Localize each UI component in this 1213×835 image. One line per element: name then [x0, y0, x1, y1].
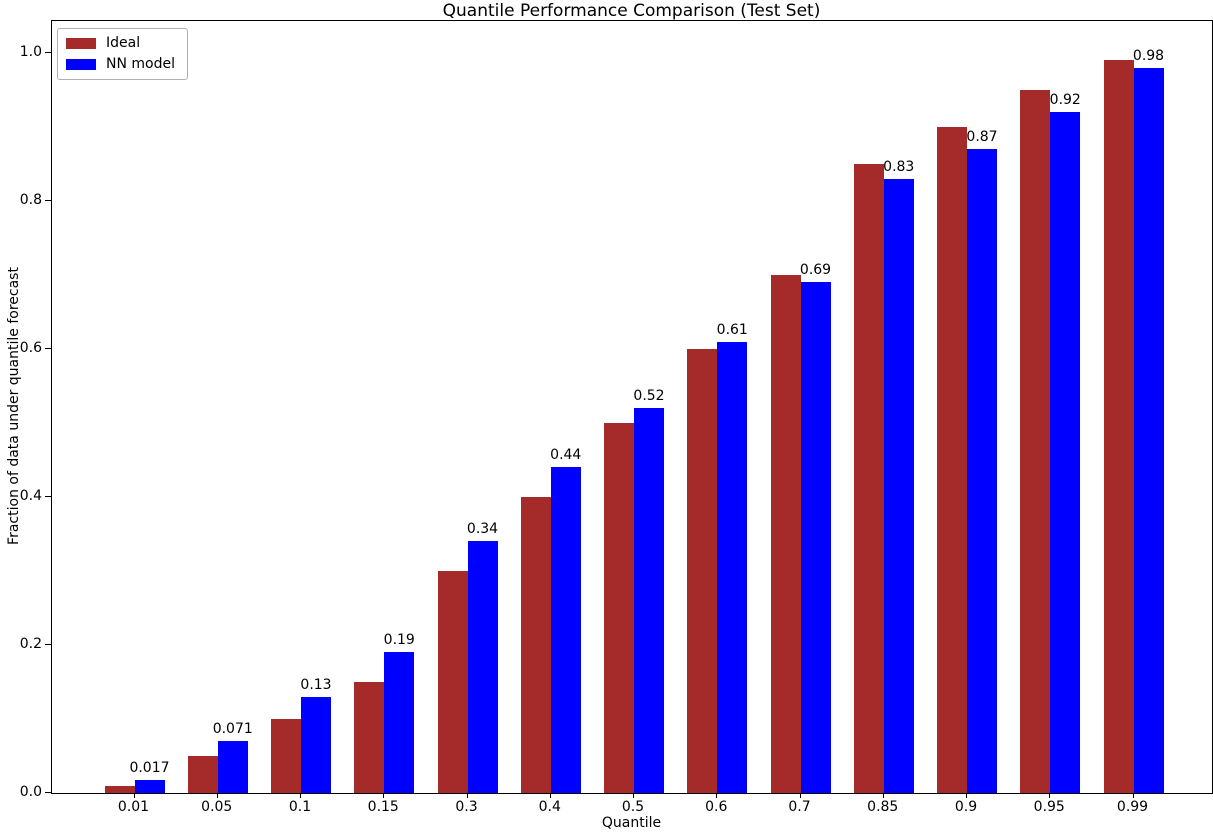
x-tick-0.6 — [716, 793, 718, 798]
bar-value-label-0.99: 0.98 — [1132, 47, 1165, 64]
x-tick-0.15 — [383, 793, 385, 798]
x-axis-label: Quantile — [601, 815, 662, 831]
y-tick-label-0.4: 0.4 — [19, 488, 42, 504]
legend-label-nn-model: NN model — [106, 56, 175, 72]
x-tick-label-0.99: 0.99 — [1116, 799, 1149, 815]
bar-ideal-0.05 — [187, 756, 218, 793]
x-tick-label-0.5: 0.5 — [621, 799, 645, 815]
legend-label-ideal: Ideal — [106, 35, 141, 51]
y-tick-label-1.0: 1.0 — [19, 44, 42, 60]
y-tick-0.2 — [45, 644, 51, 645]
x-tick-0.85 — [882, 793, 884, 798]
bar-nn-model-0.05 — [217, 740, 248, 793]
chart-title: Quantile Performance Comparison (Test Se… — [442, 1, 821, 21]
bar-value-label-0.01: 0.017 — [129, 760, 170, 777]
bar-value-label-0.5: 0.52 — [633, 388, 665, 405]
y-tick-label-0.2: 0.2 — [19, 636, 42, 652]
bar-value-label-0.9: 0.87 — [966, 129, 998, 146]
bar-nn-model-0.3 — [467, 541, 498, 793]
bar-nn-model-0.15 — [384, 652, 415, 793]
x-tick-0.05 — [216, 793, 218, 798]
bar-ideal-0.4 — [520, 497, 551, 793]
bar-ideal-0.95 — [1020, 90, 1051, 793]
x-tick-0.01 — [133, 793, 135, 798]
y-tick-0.0 — [45, 792, 51, 793]
bar-nn-model-0.5 — [634, 408, 664, 793]
bar-ideal-0.5 — [604, 423, 634, 793]
bar-nn-model-0.1 — [301, 696, 331, 793]
bar-nn-model-0.01 — [134, 780, 165, 793]
x-tick-0.7 — [799, 793, 801, 798]
bar-ideal-0.01 — [104, 785, 135, 793]
x-tick-0.5 — [633, 793, 634, 798]
bar-nn-model-0.95 — [1050, 112, 1081, 793]
x-tick-0.99 — [1132, 793, 1134, 798]
bar-value-label-0.15: 0.19 — [383, 632, 415, 649]
bar-nn-model-0.4 — [550, 467, 581, 793]
y-tick-label-0.0: 0.0 — [19, 784, 42, 800]
x-tick-label-0.85: 0.85 — [867, 799, 899, 815]
bar-value-label-0.1: 0.13 — [300, 676, 332, 693]
y-tick-0.6 — [45, 348, 51, 349]
plot-area: 0.017 0.071 0.13 0.19 0.34 0.44 0.52 0.61 0.69 0.… — [51, 20, 1213, 794]
bar-ideal-0.9 — [937, 127, 967, 793]
x-tick-label-0.3: 0.3 — [455, 799, 478, 815]
bar-nn-model-0.9 — [967, 149, 997, 793]
legend-swatch-ideal — [66, 38, 96, 49]
x-tick-label-0.7: 0.7 — [788, 799, 811, 815]
x-tick-label-0.01: 0.01 — [117, 799, 150, 815]
x-tick-label-0.95: 0.95 — [1033, 799, 1065, 815]
y-tick-label-0.8: 0.8 — [19, 192, 42, 208]
x-tick-0.9 — [966, 793, 967, 798]
bar-value-label-0.7: 0.69 — [799, 262, 832, 279]
x-tick-label-0.9: 0.9 — [954, 799, 978, 815]
bar-ideal-0.85 — [853, 164, 884, 793]
x-tick-0.4 — [549, 793, 551, 798]
x-tick-0.1 — [300, 793, 301, 798]
bar-value-label-0.95: 0.92 — [1049, 92, 1081, 109]
bar-ideal-0.6 — [687, 349, 718, 793]
x-tick-label-0.6: 0.6 — [705, 799, 728, 815]
bar-nn-model-0.6 — [717, 341, 748, 793]
x-tick-label-0.05: 0.05 — [201, 799, 233, 815]
y-tick-0.4 — [45, 496, 51, 497]
bar-ideal-0.15 — [354, 682, 385, 793]
legend-swatch-nn-model — [66, 59, 96, 70]
y-tick-label-0.6: 0.6 — [19, 340, 42, 356]
x-tick-label-0.4: 0.4 — [538, 799, 561, 815]
bar-ideal-0.99 — [1103, 60, 1134, 793]
y-tick-0.8 — [45, 200, 51, 201]
bar-nn-model-0.99 — [1133, 67, 1164, 793]
bar-value-label-0.4: 0.44 — [550, 447, 582, 464]
bar-value-label-0.05: 0.071 — [212, 720, 253, 737]
x-tick-label-0.1: 0.1 — [288, 799, 312, 815]
legend: Ideal NN model — [57, 28, 188, 80]
bar-value-label-0.85: 0.83 — [883, 158, 915, 175]
bar-value-label-0.3: 0.34 — [466, 521, 499, 538]
bar-ideal-0.7 — [770, 275, 801, 793]
bar-nn-model-0.7 — [800, 282, 831, 793]
x-tick-0.3 — [466, 793, 468, 798]
y-tick-1.0 — [45, 52, 51, 53]
legend-entry-ideal: Ideal — [66, 36, 175, 51]
bar-ideal-0.1 — [271, 719, 301, 793]
bar-nn-model-0.85 — [883, 178, 914, 793]
legend-entry-nn-model: NN model — [66, 57, 175, 72]
bar-value-label-0.6: 0.61 — [716, 321, 748, 338]
bar-ideal-0.3 — [437, 571, 468, 793]
x-tick-0.95 — [1049, 793, 1051, 798]
x-tick-label-0.15: 0.15 — [367, 799, 399, 815]
